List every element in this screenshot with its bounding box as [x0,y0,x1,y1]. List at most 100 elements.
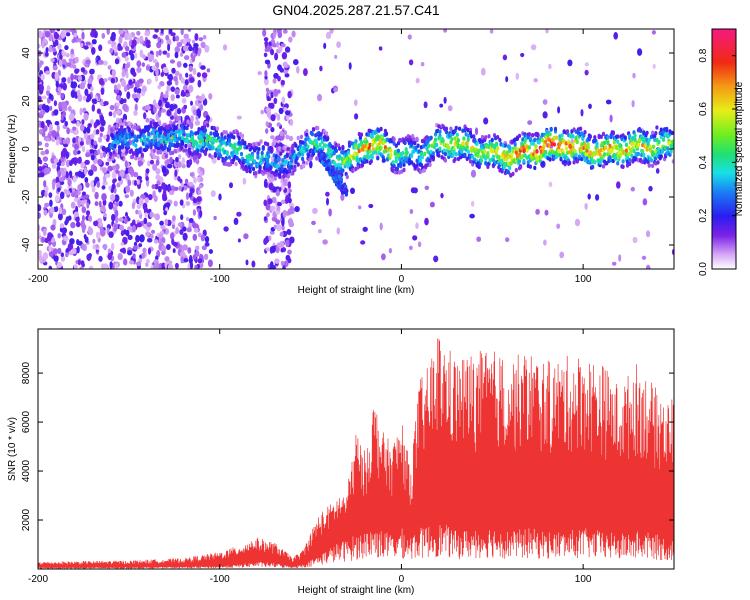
noise-speckle [56,29,61,32]
ridge-cell [310,132,314,137]
noise-speckle [186,162,191,168]
ridge-cell [186,139,190,144]
noise-speckle [70,90,76,98]
noise-speckle [123,258,128,266]
noise-speckle [379,222,383,231]
noise-speckle [194,120,201,126]
ridge-cell [447,154,451,160]
noise-speckle [136,66,142,73]
noise-speckle [177,154,182,160]
ridge-cell [182,129,186,134]
noise-speckle [131,93,137,99]
ridge-cell [521,137,525,142]
noise-speckle [98,44,103,52]
noise-speckle [134,180,138,186]
ridge-cell [290,158,294,164]
noise-speckle [127,250,133,256]
ridge-cell [451,153,455,158]
ridge-cell [267,149,271,155]
ridge-cell [194,155,198,160]
ridge-cell [215,132,220,137]
noise-speckle [188,45,193,52]
ridge-cell [152,148,156,153]
ridge-cell [636,142,641,148]
ridge-cell [206,123,210,128]
ridge-cell [621,133,625,138]
ridge-cell [402,167,406,173]
ridge-cell [299,134,304,140]
noise-speckle [89,149,95,154]
noise-speckle [542,99,548,105]
noise-speckle [56,124,60,133]
ridge-cell [624,148,629,153]
ridge-cell [528,164,533,169]
ridge-cell [266,158,270,163]
ridge-cell [454,125,458,131]
noise-speckle [119,224,124,231]
noise-speckle [272,30,276,39]
noise-speckle [424,185,430,190]
noise-speckle [156,41,162,49]
noise-speckle [132,245,138,251]
noise-speckle [265,107,272,113]
noise-speckle [84,159,90,165]
ridge-cell [322,156,326,161]
noise-speckle [139,35,144,43]
ridge-cell [642,152,646,158]
noise-speckle [184,178,189,184]
ridge-cell [232,135,236,140]
noise-speckle [192,221,196,229]
ridge-cell [579,126,583,131]
noise-speckle [185,72,189,78]
ridge-cell [455,132,459,137]
noise-speckle [158,233,164,239]
noise-speckle [319,65,323,72]
noise-speckle [109,261,113,269]
noise-speckle [88,215,93,222]
noise-speckle [145,176,149,181]
noise-speckle [89,68,95,75]
ridge-cell [419,162,423,168]
ridge-cell [261,145,265,150]
ridge-cell [239,151,244,157]
noise-speckle [179,229,184,235]
ridge-cell [286,174,290,179]
ridge-cell [547,143,551,148]
noise-speckle [164,218,169,226]
noise-speckle [285,110,291,116]
x-tick-label: -200 [28,574,48,585]
ridge-cell [253,159,257,164]
colorbar-gradient [711,28,737,270]
ridge-cell [293,167,297,172]
noise-speckle [64,120,68,127]
noise-speckle [182,226,187,232]
noise-speckle [50,206,55,214]
noise-speckle [188,181,194,187]
noise-speckle [54,39,59,46]
noise-speckle [144,197,149,204]
noise-speckle [81,191,86,196]
noise-speckle [118,35,123,44]
ridge-cell [154,123,159,128]
noise-speckle [40,150,46,156]
noise-speckle [483,117,489,125]
ridge-cell [224,156,228,161]
noise-speckle [152,163,158,171]
ridge-cell [339,177,343,182]
noise-speckle [138,243,143,248]
ridge-cell [633,137,637,142]
noise-speckle [49,199,53,207]
ridge-cell [219,154,223,159]
noise-speckle [131,201,135,210]
noise-speckle [207,259,213,268]
noise-speckle [159,81,165,87]
noise-speckle [169,59,175,64]
noise-speckle [73,149,78,156]
noise-speckle [424,217,429,226]
noise-speckle [294,206,300,213]
ridge-cell [125,149,129,154]
noise-speckle [177,161,182,168]
ridge-cell [431,155,435,160]
noise-speckle [671,248,674,256]
noise-speckle [584,62,589,67]
